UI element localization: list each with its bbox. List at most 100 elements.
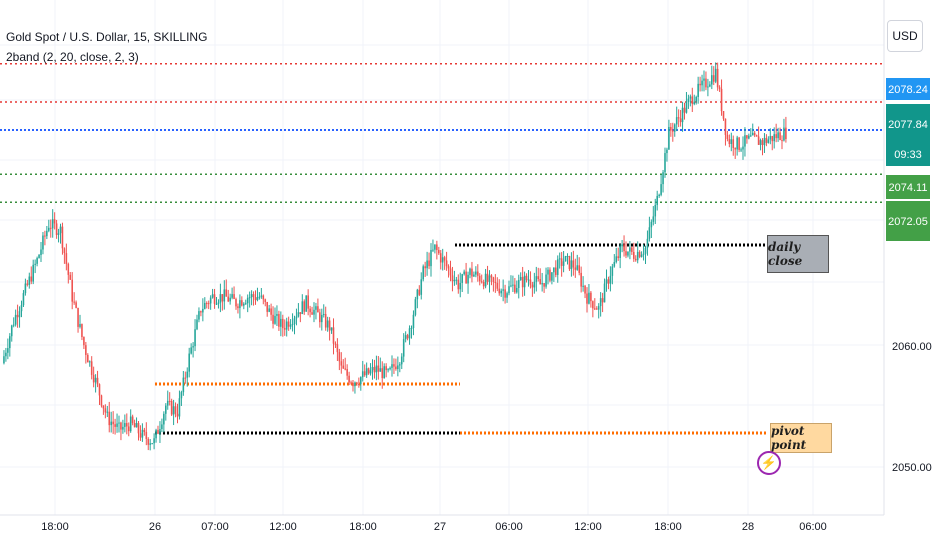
- candle-body: [149, 443, 151, 445]
- candle-body: [229, 297, 231, 302]
- candle-body: [383, 366, 385, 379]
- candle-body: [473, 274, 475, 277]
- last-price-badge-bg: [886, 78, 930, 100]
- candle-body: [592, 301, 594, 309]
- candle-body: [393, 364, 395, 367]
- candle-body: [221, 294, 224, 302]
- candle-body: [742, 146, 744, 150]
- candle-body: [389, 367, 391, 370]
- candle-body: [20, 305, 23, 312]
- candle-body: [547, 269, 549, 275]
- green-level-lower-badge-bg: [886, 201, 930, 241]
- candle-body: [783, 127, 785, 141]
- candle-body: [36, 258, 38, 264]
- candle-body: [714, 68, 717, 82]
- candle-body: [687, 98, 690, 103]
- last-price-badge: 2078.24: [888, 84, 928, 96]
- candle-body: [753, 132, 756, 136]
- symbol-title[interactable]: Gold Spot / U.S. Dollar, 15, SKILLING: [6, 30, 208, 44]
- candle-body: [555, 267, 557, 275]
- candle-body: [276, 314, 278, 316]
- candle-body: [693, 101, 696, 104]
- candle-body: [217, 302, 220, 304]
- candle-body: [408, 328, 411, 339]
- candle-body: [675, 117, 678, 125]
- candle-body: [85, 345, 87, 355]
- candle-body: [322, 314, 325, 316]
- candle-body: [153, 438, 155, 444]
- candle-body: [457, 279, 460, 290]
- candle-body: [307, 295, 309, 309]
- candle-body: [291, 323, 294, 325]
- candle-body: [59, 226, 62, 234]
- candle-body: [157, 429, 159, 434]
- candle-body: [517, 280, 520, 289]
- candle-body: [660, 184, 662, 195]
- indicator-legend[interactable]: 2band (2, 20, close, 2, 3): [6, 50, 139, 64]
- candle-body: [486, 273, 489, 282]
- candlestick-series: [3, 62, 787, 451]
- candle-body: [143, 429, 146, 432]
- candle-body: [235, 299, 237, 307]
- currency-button[interactable]: USD: [887, 20, 923, 52]
- candle-body: [361, 371, 364, 378]
- candle-body: [716, 68, 719, 88]
- candle-body: [399, 364, 401, 366]
- candle-body: [283, 328, 286, 330]
- candle-body: [475, 271, 477, 275]
- candle-body: [670, 126, 672, 131]
- candle-body: [100, 395, 103, 406]
- candle-body: [24, 283, 27, 294]
- candle-body: [498, 288, 501, 294]
- time-label-9: 28: [742, 521, 754, 533]
- candle-body: [246, 297, 249, 304]
- candle-body: [406, 335, 409, 339]
- candle-body: [402, 339, 405, 357]
- candle-body: [202, 308, 204, 313]
- lightning-bolt-icon[interactable]: ⚡: [757, 451, 781, 475]
- candle-body: [601, 298, 604, 303]
- candle-body: [744, 135, 746, 147]
- candle-body: [344, 368, 346, 370]
- candle-body: [537, 276, 540, 280]
- candle-body: [241, 300, 243, 306]
- candle-body: [184, 377, 187, 379]
- candle-body: [51, 219, 54, 229]
- candle-body: [480, 281, 483, 283]
- green-level-upper-badge: 2074.11: [889, 182, 928, 194]
- candle-body: [40, 249, 42, 255]
- candle-body: [282, 318, 284, 329]
- candle-body: [49, 227, 52, 229]
- candle-body: [712, 75, 715, 82]
- candle-body: [77, 307, 79, 327]
- candle-body: [205, 303, 208, 305]
- candle-body: [662, 172, 664, 185]
- candle-body: [303, 301, 306, 312]
- candle-body: [777, 132, 779, 139]
- candle-body: [92, 374, 95, 383]
- candle-body: [170, 401, 173, 415]
- candle-body: [492, 277, 495, 282]
- candle-body: [7, 348, 9, 353]
- candle-body: [599, 298, 602, 307]
- time-label-8: 18:00: [654, 521, 682, 533]
- candle-body: [418, 289, 421, 295]
- candle-body: [436, 244, 438, 251]
- candle-body: [438, 250, 440, 254]
- candle-body: [603, 283, 606, 303]
- candle-body: [108, 411, 111, 426]
- candle-body: [656, 195, 658, 205]
- candle-body: [560, 258, 563, 266]
- candle-body: [689, 96, 692, 99]
- candle-body: [447, 266, 450, 269]
- candle-body: [274, 315, 276, 324]
- candle-body: [145, 431, 148, 439]
- candle-body: [126, 423, 128, 427]
- bid-price-badge: 2077.84: [888, 119, 928, 131]
- candle-body: [186, 371, 189, 378]
- candle-body: [342, 365, 345, 369]
- candle-body: [182, 377, 185, 393]
- candle-body: [496, 282, 499, 289]
- candle-body: [439, 253, 442, 263]
